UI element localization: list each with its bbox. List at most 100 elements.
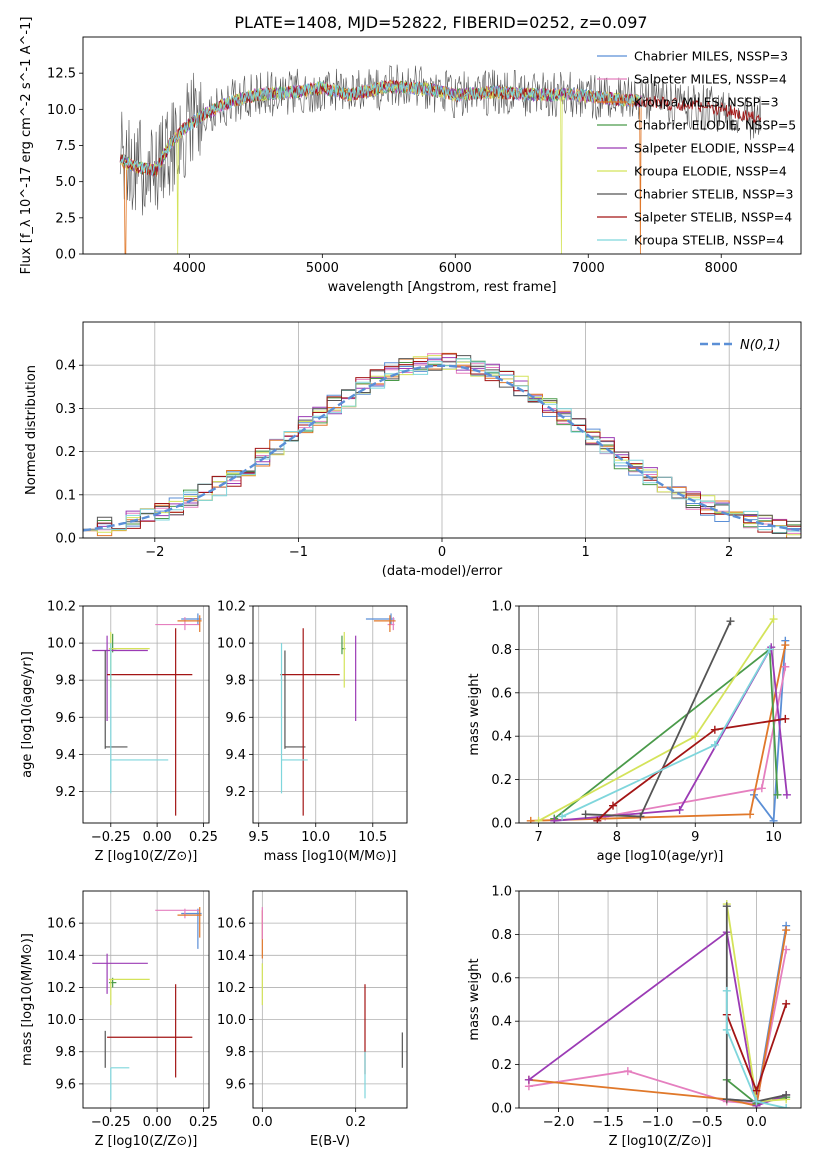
x-tick-label: −0.25: [91, 1115, 131, 1130]
y-tick-label: 9.4: [55, 748, 76, 763]
y-tick-label: 9.2: [225, 785, 246, 800]
legend-entry: Chabrier STELIB, NSSP=3: [634, 187, 794, 202]
y-tick-label: 0.6: [491, 686, 512, 701]
y-tick-label: 9.4: [225, 748, 246, 763]
y-tick-label: 9.8: [55, 1045, 76, 1060]
weight-line: [585, 620, 732, 818]
legend-entry: Salpeter ELODIE, NSSP=4: [634, 141, 795, 156]
weight-marker: [675, 805, 684, 814]
y-tick-label: 9.8: [225, 1045, 246, 1060]
weight-marker: [781, 714, 790, 723]
y-tick-label: 0.1: [55, 488, 76, 503]
weight-marker: [752, 1086, 761, 1095]
y-tick-label: 0.0: [55, 532, 76, 547]
x-tick-label: −0.25: [91, 830, 131, 845]
axes-frame: [82, 890, 210, 1109]
weight-marker: [781, 641, 790, 650]
y-tick-label: 10.0: [47, 103, 76, 118]
y-tick-label: 9.6: [55, 1077, 76, 1092]
weight-marker: [746, 810, 755, 819]
weight-marker: [691, 732, 700, 741]
legend-entry: N(0,1): [740, 338, 781, 353]
spectrum-line: [119, 79, 642, 254]
weight-marker: [526, 816, 535, 823]
x-tick-label: 1: [581, 545, 589, 560]
weight-marker: [773, 790, 782, 799]
y-tick-label: 0.4: [491, 730, 512, 745]
histogram-step: [83, 358, 801, 532]
x-tick-label: 0.00: [143, 1115, 172, 1130]
y-tick-label: 1.0: [491, 885, 512, 900]
plot-area: [280, 613, 396, 816]
x-tick-label: −2: [145, 545, 164, 560]
figure-title: PLATE=1408, MJD=52822, FIBERID=0252, z=0…: [234, 13, 647, 32]
y-axis-label: age [log10(age/yr)]: [20, 651, 35, 778]
x-axis-label: Z [log10(Z/Z⊙)]: [95, 849, 198, 864]
x-tick-label: 0.25: [189, 830, 218, 845]
y-tick-label: 12.5: [47, 67, 76, 82]
panel-5: 7 8 9 10 0.0 0.2 0.4 0.6 0.8 1.0 age [log10(age/yr…: [467, 600, 802, 864]
y-tick-label: 0.4: [55, 359, 76, 374]
axes-frame: [82, 321, 802, 539]
y-axis-label: mass weight: [467, 958, 482, 1040]
y-tick-label: 9.2: [55, 785, 76, 800]
plot-area: [92, 907, 202, 1100]
y-tick-label: 0.3: [55, 402, 76, 417]
plot-area: [83, 352, 801, 538]
x-tick-label: 0.0: [746, 1115, 767, 1130]
x-tick-label: 0.2: [345, 1115, 366, 1130]
x-tick-label: 4000: [173, 261, 206, 276]
y-tick-label: 10.0: [217, 1013, 246, 1028]
axes-frame: [518, 890, 802, 1109]
weight-marker: [722, 1095, 731, 1104]
y-tick-label: 9.6: [55, 711, 76, 726]
x-tick-label: 7: [534, 830, 542, 845]
x-tick-label: 0.0: [252, 1115, 273, 1130]
weight-marker: [782, 926, 791, 935]
x-axis-label: Z [log10(Z/Z⊙)]: [95, 1134, 198, 1149]
x-tick-label: 0: [438, 545, 446, 560]
axes-frame: [82, 605, 210, 824]
x-tick-label: 9.5: [248, 830, 269, 845]
weight-marker: [581, 810, 590, 819]
y-tick-label: 10.0: [217, 637, 246, 652]
weight-marker: [710, 740, 719, 749]
panel-3: −0.25 0.00 0.25 9.2 9.4 9.6 9.8 10.0 10.2 Z [log1…: [20, 600, 218, 865]
weight-marker: [769, 615, 778, 624]
x-tick-label: 0.25: [189, 1115, 218, 1130]
y-tick-label: 10.2: [47, 600, 76, 615]
y-tick-label: 10.0: [47, 1013, 76, 1028]
plot-area: [92, 613, 202, 816]
axes-frame: [518, 605, 802, 824]
y-tick-label: 10.0: [47, 637, 76, 652]
y-tick-label: 10.6: [47, 917, 76, 932]
weight-line: [725, 990, 787, 1108]
weight-marker: [722, 986, 731, 995]
x-axis-label: (data-model)/error: [382, 564, 503, 579]
weight-line: [528, 929, 788, 1107]
panel-1: 4000 5000 6000 7000 8000 0.0 2.5 5.0 7.5 10.0 12.5…: [19, 17, 802, 295]
y-axis-label: Flux [f_λ 10^-17 erg cm^-2 s^-1 A^-1]: [19, 17, 34, 275]
spectrum-line: [119, 79, 762, 177]
panel-2: −2 −1 0 1 2 0.0 0.1 0.2 0.3 0.4 (data-model)/error…: [24, 321, 802, 579]
spectrum-line: [119, 80, 642, 176]
legend-entry: Salpeter MILES, NSSP=4: [634, 72, 787, 87]
legend: Chabrier MILES, NSSP=3 Salpeter MILES, NS…: [597, 49, 796, 248]
y-axis-label: mass weight: [467, 673, 482, 755]
panel-6: −0.25 0.00 0.25 9.6 9.8 10.0 10.2 10.4 10.6 Z [lo…: [20, 890, 218, 1149]
y-tick-label: 10.2: [47, 981, 76, 996]
x-tick-label: 8: [613, 830, 621, 845]
x-tick-label: 8000: [705, 261, 738, 276]
weight-marker: [757, 784, 766, 793]
axes-frame: [82, 36, 802, 255]
y-tick-label: 9.6: [225, 1077, 246, 1092]
weight-marker: [550, 816, 559, 823]
plot-area: [119, 64, 762, 254]
x-tick-label: −2.0: [543, 1115, 575, 1130]
plot-area: [261, 907, 403, 1099]
y-tick-label: 0.0: [491, 817, 512, 832]
y-tick-label: 0.8: [491, 643, 512, 658]
y-tick-label: 0.2: [491, 773, 512, 788]
x-tick-label: 7000: [572, 261, 605, 276]
panel-7: 0.0 0.2 9.6 9.8 10.0 10.2 10.4 10.6 E(B-V): [217, 890, 408, 1149]
